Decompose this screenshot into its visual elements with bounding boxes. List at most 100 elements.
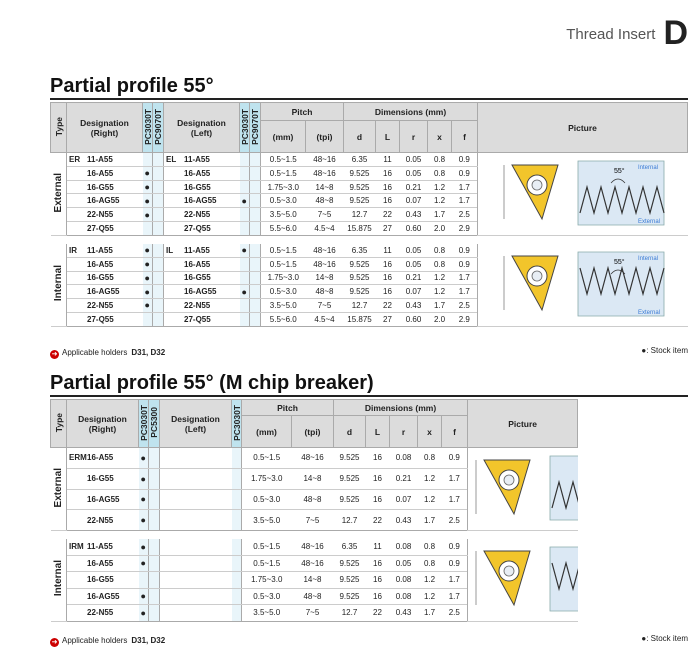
value-d: 15.875 [343,312,376,327]
designation-left [159,588,232,605]
value-L: 11 [365,538,390,556]
value-rr: 0.08 [389,571,418,589]
designation-right-code: 16-AG55 [87,494,120,504]
dim-l-header: L [375,120,400,153]
value-L: 27 [375,221,400,236]
table-row: 16-AG55 ● 16-AG55 ● 0.5~3.0 48~8 9.525 16 0.07 1.… [51,284,688,299]
designation-right-code: 27-Q55 [87,314,114,324]
stock-mark [249,152,261,167]
stock-mark [148,447,160,469]
value-L: 16 [375,271,400,286]
value-mm: 5.5~6.0 [260,312,306,327]
designation-right-code: 16-A55 [87,168,114,178]
value-d: 6.35 [333,538,366,556]
value-mm: 1.75~3.0 [260,271,306,286]
designation-right-code: 22-N55 [87,515,114,525]
stock-mark [231,538,242,556]
dim-x-header: x [427,120,452,153]
designation-left: EL 11-A55 [163,152,240,167]
value-L: 22 [365,509,390,531]
dimensions-header: Dimensions (mm) [333,399,468,416]
value-mm: 0.5~3.0 [260,284,306,299]
mm-header: (mm) [260,120,306,153]
value-f: 0.9 [441,538,468,556]
value-f: 0.9 [441,447,468,469]
external-label: External [638,219,660,225]
designation-left [159,468,232,490]
designation-right: 16-A55 [66,257,143,272]
value-rr: 0.60 [399,221,428,236]
value-f: 1.7 [451,180,478,195]
value-mm: 1.75~3.0 [241,571,292,589]
table-row: 27-Q55 27-Q55 5.5~6.0 4.5~4 15.875 27 0.60 2.0 2… [51,221,688,236]
value-f: 1.7 [451,193,478,209]
value-tpi: 48~16 [305,243,344,258]
dim-r-header: r [399,120,428,153]
value-tpi: 14~8 [305,180,344,195]
stock-mark: ● [138,468,149,490]
value-rr: 0.07 [389,489,418,511]
value-d: 6.35 [343,243,376,258]
value-rr: 0.05 [399,257,428,272]
stock-mark: ● [142,298,153,313]
designation-right: IR 11-A55 [66,243,143,258]
value-mm: 0.5~1.5 [260,166,306,181]
section2-rule [50,395,688,397]
value-tpi: 4.5~4 [305,312,344,327]
table-row: 22-N55 ● 22-N55 3.5~5.0 7~5 12.7 22 0.43 1.7 2.5 [51,298,688,313]
designation-left-code: 16-A55 [184,259,211,269]
value-f: 2.9 [451,312,478,327]
group-spacer [51,236,688,244]
value-rr: 0.43 [399,207,428,223]
stock-mark [142,221,153,236]
value-d: 9.525 [333,468,366,490]
stock-mark [148,468,160,490]
designation-right: 16-AG55 [66,284,143,299]
stock-mark: ● [142,180,153,195]
value-x: 0.8 [417,555,442,572]
value-rr: 0.21 [399,271,428,286]
table-row: 16-G55 ● 16-G55 1.75~3.0 14~8 9.525 16 0.21 1.2 1… [51,271,688,286]
value-d: 9.525 [333,447,366,469]
family-right: IRM [69,542,84,551]
table-row: 22-N55 ● 22-N55 3.5~5.0 7~5 12.7 22 0.43 1.7 2.5 [51,207,688,223]
stock-mark [152,166,164,181]
grade-header: PC3030T [231,399,242,448]
value-L: 16 [375,180,400,195]
value-x: 1.7 [417,604,442,622]
value-mm: 5.5~6.0 [260,221,306,236]
stock-mark [239,166,250,181]
value-tpi: 4.5~4 [305,221,344,236]
value-mm: 0.5~1.5 [241,555,292,572]
table-row: 16-AG55 ● 16-AG55 ● 0.5~3.0 48~8 9.525 16 0.07 1.… [51,193,688,209]
stock-mark [231,588,242,605]
value-d: 6.35 [343,152,376,167]
value-rr: 0.05 [389,555,418,572]
value-x: 1.2 [417,588,442,605]
value-d: 12.7 [343,298,376,313]
designation-left: 16-AG55 [163,193,240,209]
stock-mark [152,271,164,286]
value-tpi: 14~8 [291,571,334,589]
stock-mark [152,243,164,258]
designation-left: IL 11-A55 [163,243,240,258]
value-mm: 0.5~1.5 [260,243,306,258]
dim-d-header: d [333,415,366,448]
value-tpi: 7~5 [305,298,344,313]
stock-mark [249,298,261,313]
type-label: External [52,173,64,213]
pitch-header: Pitch [260,102,344,121]
group-spacer [51,531,689,539]
designation-right: 16-G55 [66,468,139,490]
value-x: 0.8 [417,447,442,469]
value-L: 16 [375,257,400,272]
value-rr: 0.05 [399,152,428,167]
value-tpi: 48~8 [291,489,334,511]
picture-cell: 55° Internal External [477,243,688,327]
value-L: 16 [375,284,400,299]
table-row: 16-AG55 ● 0.5~3.0 48~8 9.525 16 0.07 1.2 1.7 [51,489,689,511]
value-tpi: 14~8 [305,271,344,286]
stock-mark [231,447,242,469]
value-x: 0.8 [427,166,452,181]
tpi-header: (tpi) [291,415,334,448]
